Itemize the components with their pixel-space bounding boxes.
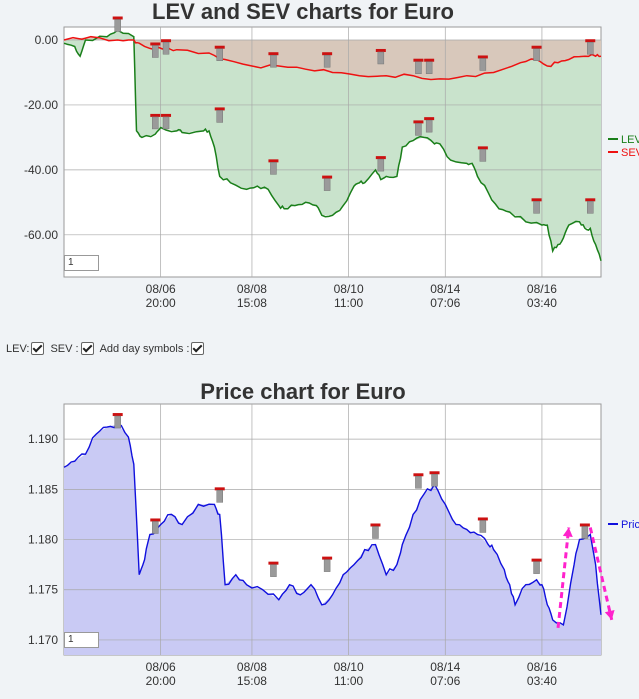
x-tick-label-date: 08/16: [527, 282, 557, 296]
sev-toggle-label: SEV :: [50, 343, 79, 355]
x-tick-label-time: 07:06: [430, 674, 460, 688]
lev-toggle-checkbox[interactable]: [31, 341, 45, 355]
series-line-sev: [63, 35, 602, 81]
y-tick-label: 0.00: [35, 33, 59, 47]
legend-label-sev: SEV: [621, 147, 639, 159]
day-marker-icon: [322, 556, 333, 572]
y-tick-label: 1.190: [28, 432, 58, 446]
day-marker-icon: [370, 523, 381, 539]
lev-toggle-label: LEV:: [6, 343, 30, 355]
day-marker-icon: [268, 52, 279, 68]
x-tick-label-time: 03:40: [527, 296, 557, 310]
x-tick-label-time: 20:00: [146, 674, 176, 688]
lev-sev-chart: LEV and SEV charts for Euro 0.00 -20.00 -4…: [24, 0, 639, 310]
day-marker-icon: [161, 113, 172, 130]
day-marker-icon: [322, 175, 333, 191]
day-marker-icon: [477, 146, 488, 162]
price-chart: Price chart for Euro 1.190 1.185 1.180 1.17…: [28, 379, 639, 688]
day-marker-icon: [375, 156, 386, 172]
day-marker-icon: [161, 39, 172, 55]
y-tick-label: 1.170: [28, 633, 58, 647]
price-chart-title: Price chart for Euro: [200, 379, 405, 404]
day-marker-icon: [585, 198, 596, 214]
day-marker-icon: [477, 55, 488, 71]
y-tick-label: 1.180: [28, 533, 58, 547]
x-tick-label-date: 08/08: [237, 660, 267, 674]
day-marker-icon: [579, 523, 590, 539]
x-tick-label-time: 20:00: [146, 296, 176, 310]
day-marker-icon: [424, 117, 435, 133]
day-marker-icon: [413, 473, 424, 489]
series-fill-lev: [64, 30, 601, 261]
day-marker-icon: [531, 45, 542, 61]
day-marker-icon: [112, 16, 123, 32]
day-symbols-checkbox[interactable]: [191, 341, 205, 355]
arrow-down-annotation: [588, 527, 615, 621]
x-tick-label-date: 08/14: [430, 660, 460, 674]
day-marker-icon: [413, 58, 424, 74]
day-marker-icon: [150, 42, 161, 58]
day-marker-icon: [413, 120, 424, 136]
series-line-pric: [63, 423, 602, 627]
lev-sev-chart-title: LEV and SEV charts for Euro: [152, 0, 454, 24]
x-tick-label-time: 07:06: [430, 296, 460, 310]
x-tick-label-date: 08/16: [527, 660, 557, 674]
x-tick-label-time: 11:00: [334, 674, 363, 688]
x-tick-label-time: 15:08: [237, 296, 267, 310]
day-marker-icon: [214, 487, 225, 503]
day-marker-icon: [214, 45, 225, 61]
x-tick-label-time: 03:40: [527, 674, 557, 688]
x-tick-label-date: 08/06: [146, 660, 176, 674]
y-tick-label: -40.00: [24, 163, 58, 177]
x-tick-label-time: 15:08: [237, 674, 267, 688]
arrow-up-annotation: [556, 527, 573, 629]
day-marker-icon: [531, 198, 542, 214]
x-tick-label-date: 08/10: [334, 660, 364, 674]
y-tick-label: -60.00: [24, 228, 58, 242]
x-tick-label-date: 08/10: [334, 282, 364, 296]
sev-toggle-checkbox[interactable]: [80, 341, 94, 355]
day-marker-icon: [429, 471, 440, 487]
day-marker-icon: [375, 48, 386, 65]
y-tick-label: 1.185: [28, 482, 58, 496]
day-marker-icon: [150, 113, 161, 130]
series-fill-sev: [64, 36, 601, 79]
legend-label-pric: Pric: [621, 519, 639, 531]
day-marker-icon: [268, 561, 279, 577]
day-marker-icon: [150, 518, 161, 534]
day-marker-icon: [585, 39, 596, 55]
legend-label-lev: LEV: [621, 134, 639, 146]
day-marker-icon: [214, 107, 225, 123]
top-zoom-input[interactable]: 1: [64, 255, 99, 271]
day-marker-icon: [112, 413, 123, 429]
day-marker-icon: [424, 58, 435, 74]
y-tick-label: -20.00: [24, 98, 58, 112]
series-fill-pric: [64, 424, 601, 655]
day-marker-icon: [477, 517, 488, 533]
series-line-lev: [63, 29, 602, 261]
day-symbols-toggle-label: Add day symbols :: [99, 343, 190, 355]
chart-controls: LEV: SEV : Add day symbols :: [6, 340, 210, 358]
x-tick-label-date: 08/14: [430, 282, 460, 296]
day-marker-icon: [268, 159, 279, 175]
bottom-zoom-input[interactable]: 1: [64, 632, 99, 648]
y-tick-label: 1.175: [28, 583, 58, 597]
day-marker-icon: [531, 558, 542, 574]
x-tick-label-date: 08/08: [237, 282, 267, 296]
day-marker-icon: [322, 52, 333, 68]
x-tick-label-time: 11:00: [334, 296, 363, 310]
x-tick-label-date: 08/06: [146, 282, 176, 296]
